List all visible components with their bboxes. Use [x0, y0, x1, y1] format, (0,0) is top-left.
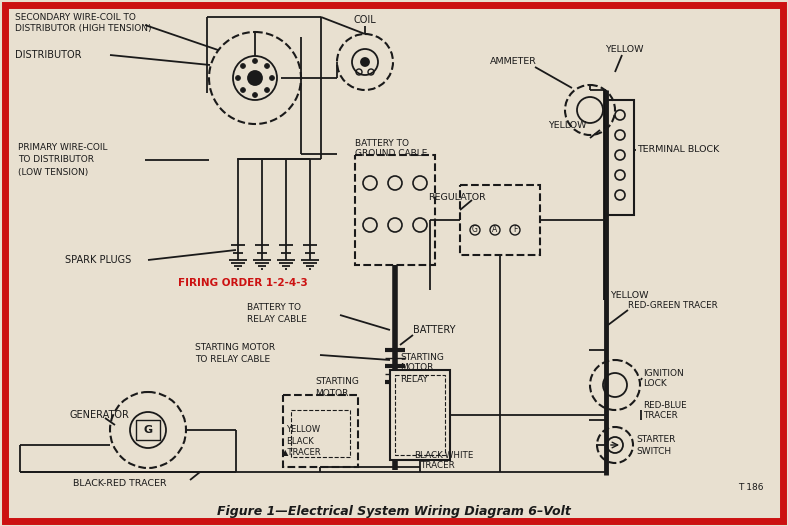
- Circle shape: [252, 58, 258, 64]
- Text: G: G: [143, 425, 153, 435]
- Text: RED-GREEN TRACER: RED-GREEN TRACER: [628, 300, 718, 309]
- Bar: [291, 410, 350, 457]
- Bar: [355, 155, 435, 265]
- Text: STARTING: STARTING: [315, 378, 359, 387]
- Text: G: G: [472, 226, 478, 235]
- Text: TO RELAY CABLE: TO RELAY CABLE: [195, 356, 270, 365]
- Text: SECONDARY WIRE-COIL TO: SECONDARY WIRE-COIL TO: [15, 14, 136, 23]
- Text: SWITCH: SWITCH: [636, 447, 671, 456]
- Text: STARTER: STARTER: [636, 436, 675, 444]
- Text: BATTERY TO: BATTERY TO: [247, 304, 301, 312]
- Text: COIL: COIL: [354, 15, 377, 25]
- Text: ▲TRACER: ▲TRACER: [282, 448, 322, 457]
- Text: A: A: [492, 226, 498, 235]
- Text: AMMETER: AMMETER: [490, 57, 537, 66]
- Bar: [136, 420, 160, 440]
- Text: MOTOR: MOTOR: [400, 363, 433, 372]
- Text: SPARK PLUGS: SPARK PLUGS: [65, 255, 132, 265]
- Bar: [390, 370, 450, 460]
- Text: RED-BLUE: RED-BLUE: [643, 400, 686, 410]
- Text: GROUND CABLE: GROUND CABLE: [355, 148, 427, 157]
- Text: BATTERY TO: BATTERY TO: [355, 138, 409, 147]
- Bar: [395, 375, 445, 455]
- Text: GENERATOR: GENERATOR: [70, 410, 130, 420]
- Text: REGULATOR: REGULATOR: [428, 194, 485, 203]
- Text: RELAY CABLE: RELAY CABLE: [247, 316, 307, 325]
- Text: YELLOW: YELLOW: [605, 46, 644, 55]
- Circle shape: [265, 64, 269, 68]
- Circle shape: [361, 58, 369, 66]
- Bar: [460, 185, 540, 255]
- Text: TRACER: TRACER: [420, 461, 455, 470]
- Text: FIRING ORDER 1-2-4-3: FIRING ORDER 1-2-4-3: [178, 278, 308, 288]
- Text: BLACK: BLACK: [286, 437, 314, 446]
- Text: MOTOR: MOTOR: [315, 389, 348, 398]
- Bar: [283, 395, 358, 467]
- Circle shape: [240, 87, 246, 93]
- Text: RELAY: RELAY: [400, 375, 428, 383]
- Circle shape: [265, 87, 269, 93]
- Text: TRACER: TRACER: [643, 411, 678, 420]
- Text: DISTRIBUTOR (HIGH TENSION): DISTRIBUTOR (HIGH TENSION): [15, 24, 151, 33]
- Circle shape: [269, 76, 274, 80]
- Text: T 186: T 186: [738, 482, 764, 491]
- Text: STARTING MOTOR: STARTING MOTOR: [195, 343, 275, 352]
- Circle shape: [240, 64, 246, 68]
- Text: Figure 1—Electrical System Wiring Diagram 6–Volt: Figure 1—Electrical System Wiring Diagra…: [217, 505, 571, 519]
- Circle shape: [248, 71, 262, 85]
- Circle shape: [252, 93, 258, 97]
- Bar: [606, 100, 634, 215]
- Text: STARTING: STARTING: [400, 352, 444, 361]
- Text: BLACK-RED TRACER: BLACK-RED TRACER: [73, 479, 166, 488]
- Text: BATTERY: BATTERY: [413, 325, 455, 335]
- Text: BLACK-WHITE: BLACK-WHITE: [414, 450, 474, 460]
- Text: PRIMARY WIRE-COIL: PRIMARY WIRE-COIL: [18, 144, 107, 153]
- Text: YELLOW: YELLOW: [286, 426, 320, 434]
- Text: DISTRIBUTOR: DISTRIBUTOR: [15, 50, 81, 60]
- Text: (LOW TENSION): (LOW TENSION): [18, 167, 88, 177]
- Text: YELLOW: YELLOW: [610, 290, 649, 299]
- Text: F: F: [513, 226, 517, 235]
- Text: IGNITION: IGNITION: [643, 369, 684, 378]
- Text: YELLOW: YELLOW: [548, 120, 586, 129]
- Text: LOCK: LOCK: [643, 379, 667, 389]
- Text: TO DISTRIBUTOR: TO DISTRIBUTOR: [18, 156, 94, 165]
- Circle shape: [236, 76, 240, 80]
- Text: TERMINAL BLOCK: TERMINAL BLOCK: [637, 146, 719, 155]
